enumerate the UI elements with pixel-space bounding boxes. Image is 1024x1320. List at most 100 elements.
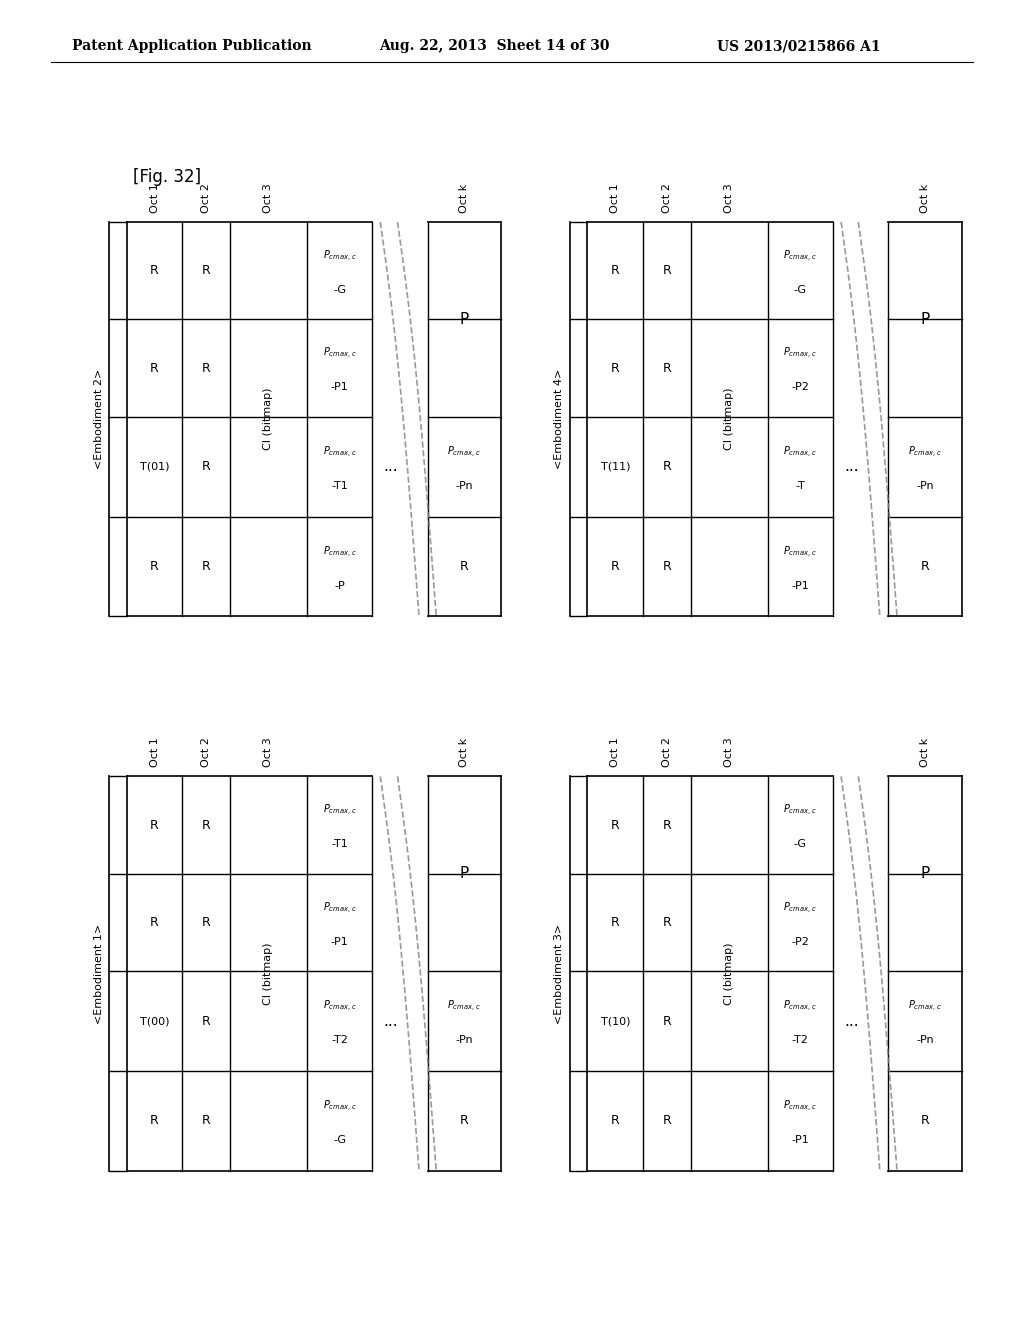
Text: R: R: [611, 362, 620, 375]
Text: -P1: -P1: [792, 581, 809, 590]
Text: -P1: -P1: [331, 937, 348, 946]
Text: R: R: [611, 1114, 620, 1127]
Text: <Embodiment 3>: <Embodiment 3>: [554, 924, 564, 1024]
Text: R: R: [921, 560, 930, 573]
Text: R: R: [202, 560, 211, 573]
Text: R: R: [151, 264, 159, 277]
Text: P: P: [921, 866, 930, 882]
Text: R: R: [202, 461, 211, 474]
Text: $P_{cmax,c}$: $P_{cmax,c}$: [323, 804, 356, 818]
Text: -Pn: -Pn: [456, 1035, 473, 1045]
Text: R: R: [663, 461, 672, 474]
Text: Oct 3: Oct 3: [263, 737, 273, 767]
Text: R: R: [151, 818, 159, 832]
Text: R: R: [921, 1114, 930, 1127]
Text: [Fig. 32]: [Fig. 32]: [133, 168, 202, 186]
Text: -P2: -P2: [792, 383, 809, 392]
Text: R: R: [663, 818, 672, 832]
Text: R: R: [202, 916, 211, 929]
Text: Oct k: Oct k: [920, 738, 930, 767]
Text: R: R: [460, 560, 469, 573]
Text: R: R: [202, 818, 211, 832]
Text: R: R: [663, 560, 672, 573]
Text: -G: -G: [333, 285, 346, 294]
Text: -P: -P: [334, 581, 345, 590]
Text: $P_{cmax,c}$: $P_{cmax,c}$: [783, 545, 817, 560]
Text: Oct 1: Oct 1: [150, 182, 160, 213]
Text: Aug. 22, 2013  Sheet 14 of 30: Aug. 22, 2013 Sheet 14 of 30: [379, 40, 609, 53]
Text: CI (bitmap): CI (bitmap): [724, 388, 734, 450]
Text: $P_{cmax,c}$: $P_{cmax,c}$: [323, 900, 356, 916]
Text: Oct 2: Oct 2: [201, 182, 211, 213]
Text: <Embodiment 4>: <Embodiment 4>: [554, 370, 564, 470]
Text: Oct 1: Oct 1: [610, 737, 621, 767]
Text: -P2: -P2: [792, 937, 809, 946]
Text: T(10): T(10): [600, 1016, 630, 1026]
Text: $P_{cmax,c}$: $P_{cmax,c}$: [783, 999, 817, 1015]
Text: T(00): T(00): [139, 1016, 169, 1026]
Text: P: P: [460, 866, 469, 882]
Text: R: R: [663, 264, 672, 277]
Text: P: P: [460, 312, 469, 327]
Text: <Embodiment 2>: <Embodiment 2>: [93, 370, 103, 470]
Text: $P_{cmax,c}$: $P_{cmax,c}$: [323, 999, 356, 1015]
Text: R: R: [663, 362, 672, 375]
Text: $P_{cmax,c}$: $P_{cmax,c}$: [908, 445, 942, 461]
Text: Oct k: Oct k: [459, 183, 469, 213]
Text: Oct 1: Oct 1: [610, 182, 621, 213]
Text: R: R: [151, 916, 159, 929]
Text: Oct 1: Oct 1: [150, 737, 160, 767]
Text: -T1: -T1: [331, 840, 348, 849]
Text: ...: ...: [384, 459, 398, 474]
Text: Oct 2: Oct 2: [201, 737, 211, 767]
Text: $P_{cmax,c}$: $P_{cmax,c}$: [783, 249, 817, 264]
Text: R: R: [202, 362, 211, 375]
Text: -G: -G: [794, 285, 807, 294]
Text: $P_{cmax,c}$: $P_{cmax,c}$: [783, 445, 817, 461]
Text: -T: -T: [796, 480, 805, 491]
Text: ...: ...: [384, 1014, 398, 1028]
Text: $P_{cmax,c}$: $P_{cmax,c}$: [783, 346, 817, 362]
Text: R: R: [202, 264, 211, 277]
Text: -Pn: -Pn: [456, 480, 473, 491]
Text: -P1: -P1: [792, 1135, 809, 1144]
Text: -G: -G: [333, 1135, 346, 1144]
Text: CI (bitmap): CI (bitmap): [263, 388, 273, 450]
Text: Oct 3: Oct 3: [724, 182, 734, 213]
Text: Oct 2: Oct 2: [662, 182, 672, 213]
Text: Patent Application Publication: Patent Application Publication: [72, 40, 311, 53]
Text: $P_{cmax,c}$: $P_{cmax,c}$: [323, 346, 356, 362]
Text: T(11): T(11): [600, 462, 630, 471]
Text: $P_{cmax,c}$: $P_{cmax,c}$: [783, 900, 817, 916]
Text: $P_{cmax,c}$: $P_{cmax,c}$: [323, 445, 356, 461]
Text: R: R: [202, 1114, 211, 1127]
Text: CI (bitmap): CI (bitmap): [724, 942, 734, 1005]
Text: ...: ...: [845, 459, 859, 474]
Text: R: R: [611, 916, 620, 929]
Text: -T2: -T2: [331, 1035, 348, 1045]
Text: -T2: -T2: [792, 1035, 809, 1045]
Text: -P1: -P1: [331, 383, 348, 392]
Text: R: R: [151, 1114, 159, 1127]
Text: P: P: [921, 312, 930, 327]
Text: $P_{cmax,c}$: $P_{cmax,c}$: [323, 1100, 356, 1114]
Text: R: R: [611, 264, 620, 277]
Text: Oct k: Oct k: [459, 738, 469, 767]
Text: $P_{cmax,c}$: $P_{cmax,c}$: [447, 999, 481, 1015]
Text: -T1: -T1: [331, 480, 348, 491]
Text: R: R: [663, 1015, 672, 1028]
Text: $P_{cmax,c}$: $P_{cmax,c}$: [323, 249, 356, 264]
Text: ...: ...: [845, 1014, 859, 1028]
Text: R: R: [151, 362, 159, 375]
Text: $P_{cmax,c}$: $P_{cmax,c}$: [323, 545, 356, 560]
Text: R: R: [663, 1114, 672, 1127]
Text: US 2013/0215866 A1: US 2013/0215866 A1: [717, 40, 881, 53]
Text: T(01): T(01): [139, 462, 169, 471]
Text: -G: -G: [794, 840, 807, 849]
Text: Oct k: Oct k: [920, 183, 930, 213]
Text: R: R: [202, 1015, 211, 1028]
Text: R: R: [151, 560, 159, 573]
Text: $P_{cmax,c}$: $P_{cmax,c}$: [447, 445, 481, 461]
Text: $P_{cmax,c}$: $P_{cmax,c}$: [783, 1100, 817, 1114]
Text: R: R: [611, 818, 620, 832]
